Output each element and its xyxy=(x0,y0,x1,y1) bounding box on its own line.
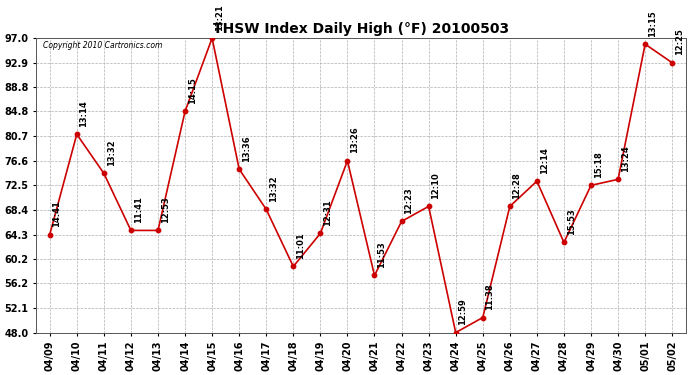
Point xyxy=(613,176,624,182)
Text: 12:10: 12:10 xyxy=(431,172,440,199)
Point xyxy=(531,178,542,184)
Text: 13:32: 13:32 xyxy=(269,176,278,202)
Point xyxy=(450,330,461,336)
Text: 14:15: 14:15 xyxy=(188,77,197,104)
Text: Copyright 2010 Cartronics.com: Copyright 2010 Cartronics.com xyxy=(43,41,162,50)
Point xyxy=(206,35,217,41)
Text: 12:14: 12:14 xyxy=(540,147,549,174)
Point xyxy=(396,218,407,224)
Text: 15:18: 15:18 xyxy=(593,151,603,178)
Text: 12:23: 12:23 xyxy=(404,187,413,214)
Title: THSW Index Daily High (°F) 20100503: THSW Index Daily High (°F) 20100503 xyxy=(213,22,509,36)
Point xyxy=(261,206,272,212)
Point xyxy=(71,131,82,137)
Point xyxy=(234,166,245,172)
Point xyxy=(44,232,55,238)
Point xyxy=(640,41,651,47)
Text: 13:14: 13:14 xyxy=(79,100,88,127)
Text: 13:32: 13:32 xyxy=(106,140,115,166)
Point xyxy=(477,315,489,321)
Point xyxy=(179,108,190,114)
Point xyxy=(152,227,164,233)
Text: 13:15: 13:15 xyxy=(648,10,657,37)
Point xyxy=(342,158,353,164)
Text: 14:41: 14:41 xyxy=(52,200,61,227)
Text: 11:41: 11:41 xyxy=(134,196,143,223)
Text: 12:53: 12:53 xyxy=(161,196,170,223)
Point xyxy=(288,264,299,270)
Point xyxy=(586,182,597,188)
Point xyxy=(315,230,326,236)
Text: 13:36: 13:36 xyxy=(242,135,251,162)
Text: 13:21: 13:21 xyxy=(215,4,224,31)
Point xyxy=(423,203,434,209)
Text: 11:38: 11:38 xyxy=(486,284,495,310)
Point xyxy=(126,227,137,233)
Text: 12:28: 12:28 xyxy=(513,172,522,199)
Point xyxy=(98,170,109,176)
Text: 11:01: 11:01 xyxy=(296,232,305,259)
Point xyxy=(369,273,380,279)
Text: 12:59: 12:59 xyxy=(458,298,467,325)
Point xyxy=(558,239,569,245)
Text: 13:26: 13:26 xyxy=(350,127,359,153)
Text: 12:25: 12:25 xyxy=(675,28,684,56)
Text: 13:24: 13:24 xyxy=(621,145,630,172)
Text: 15:53: 15:53 xyxy=(566,209,575,235)
Text: 12:31: 12:31 xyxy=(323,199,332,226)
Point xyxy=(504,203,515,209)
Text: 11:53: 11:53 xyxy=(377,242,386,268)
Point xyxy=(667,60,678,66)
